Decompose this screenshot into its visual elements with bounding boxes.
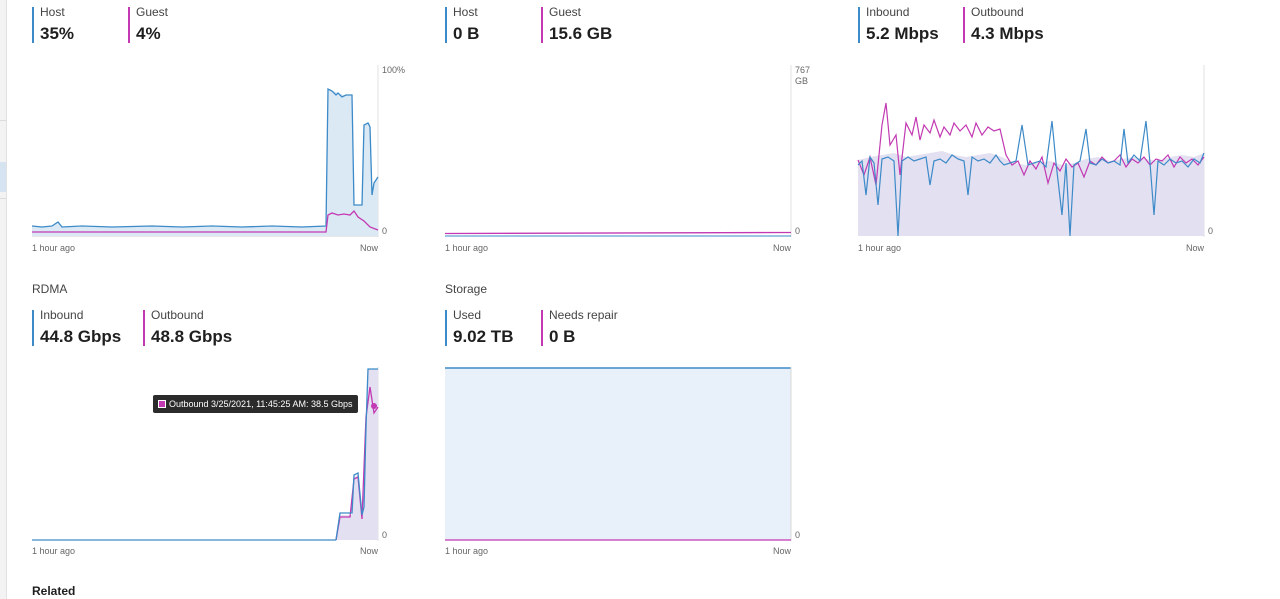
memory-host-label: Host [453,5,478,19]
network-chart-svg[interactable] [857,65,1208,237]
network-chart[interactable]: 0 1 hour ago Now [857,65,1213,253]
memory-guest-label: Guest [549,5,582,19]
memory-x-start-label: 1 hour ago [445,243,489,253]
storage-used-area [445,368,791,540]
tooltip-point [371,403,377,409]
host-color-bar [445,7,447,43]
storage-chart-svg[interactable] [445,367,795,541]
nav-divider [0,120,6,121]
left-nav-edge [0,0,7,599]
network-x-start-label: 1 hour ago [858,243,902,253]
memory-x-end-label: Now [773,243,792,253]
cpu-guest-value: 4% [136,24,161,43]
memory-y-max-label: 767 [795,65,811,75]
cpu-guest-metric: Guest 4% [128,5,168,43]
memory-chart-svg[interactable] [444,65,795,237]
network-inbound-label: Inbound [866,5,910,19]
rdma-inbound-line [335,368,378,541]
network-inbound-line [857,120,1205,237]
network-outbound-value: 4.3 Mbps [971,24,1044,43]
rdma-inbound-value: 44.8 Gbps [40,327,122,346]
storage-repair-value: 0 B [549,327,576,346]
cpu-guest-label: Guest [136,5,169,19]
memory-chart[interactable]: 767 GB 0 1 hour ago Now [444,65,810,253]
cpu-chart[interactable]: 100% 0 1 hour ago Now [31,65,405,253]
cpu-y-min-label: 0 [382,226,388,236]
nav-selected-item[interactable] [0,162,6,192]
related-heading: Related [32,584,76,598]
memory-host-metric: Host 0 B [445,5,479,43]
cpu-host-value: 35% [40,24,75,43]
rdma-inbound-label: Inbound [40,308,84,322]
network-outbound-metric: Outbound 4.3 Mbps [963,5,1044,43]
memory-host-value: 0 B [453,24,480,43]
cpu-x-end-label: Now [360,243,379,253]
cpu-host-label: Host [40,5,65,19]
guest-color-bar [541,7,543,43]
memory-y-min-label: 0 [795,226,801,236]
rdma-x-start-label: 1 hour ago [32,546,76,556]
used-color-bar [445,310,447,346]
inbound-color-bar [858,7,860,43]
storage-x-end-label: Now [773,546,792,556]
cpu-host-metric: Host 35% [32,5,74,43]
cpu-y-max-label: 100% [382,65,406,75]
network-y-min-label: 0 [1208,226,1214,236]
storage-chart[interactable]: 0 1 hour ago Now [445,367,800,556]
network-inbound-value: 5.2 Mbps [866,24,939,43]
tooltip-text: Outbound 3/25/2021, 11:45:25 AM: 38.5 Gb… [169,399,353,409]
inbound-color-bar [32,310,34,346]
host-color-bar [32,7,34,43]
repair-color-bar [541,310,543,346]
memory-guest-metric: Guest 15.6 GB [541,5,612,43]
rdma-x-end-label: Now [360,546,379,556]
network-inbound-metric: Inbound 5.2 Mbps [858,5,939,43]
cpu-host-line [31,87,379,228]
storage-repair-label: Needs repair [549,308,618,322]
chart-tooltip: Outbound 3/25/2021, 11:45:25 AM: 38.5 Gb… [153,395,359,413]
guest-color-bar [128,7,130,43]
outbound-color-bar [143,310,145,346]
outbound-swatch [158,400,166,408]
storage-y-min-label: 0 [795,530,801,540]
storage-section-title: Storage [445,282,488,296]
memory-guest-value: 15.6 GB [549,24,613,43]
network-outbound-label: Outbound [971,5,1024,19]
storage-x-start-label: 1 hour ago [445,546,489,556]
nav-divider [0,198,6,199]
cpu-chart-svg[interactable] [31,65,382,237]
rdma-inbound-metric: Inbound 44.8 Gbps [32,308,121,346]
cpu-guest-line [32,209,379,233]
rdma-y-min-label: 0 [382,530,388,540]
rdma-inbound-area [32,369,378,540]
memory-y-unit-label: GB [795,76,809,86]
storage-used-value: 9.02 TB [453,327,514,346]
cpu-host-area [32,89,378,236]
rdma-outbound-value: 48.8 Gbps [151,327,233,346]
network-outbound-line [857,102,1205,186]
network-x-end-label: Now [1186,243,1205,253]
rdma-chart[interactable]: 0 1 hour ago Now [32,367,387,556]
rdma-section-title: RDMA [32,282,68,296]
storage-used-label: Used [453,308,482,322]
network-inbound-area [858,151,1204,236]
rdma-chart-svg[interactable] [32,367,382,541]
storage-repair-metric: Needs repair 0 B [541,308,618,346]
memory-guest-line [444,231,792,235]
rdma-outbound-label: Outbound [151,308,204,322]
outbound-color-bar [963,7,965,43]
storage-used-metric: Used 9.02 TB [445,308,513,346]
rdma-outbound-metric: Outbound 48.8 Gbps [143,308,232,346]
cpu-x-start-label: 1 hour ago [32,243,76,253]
